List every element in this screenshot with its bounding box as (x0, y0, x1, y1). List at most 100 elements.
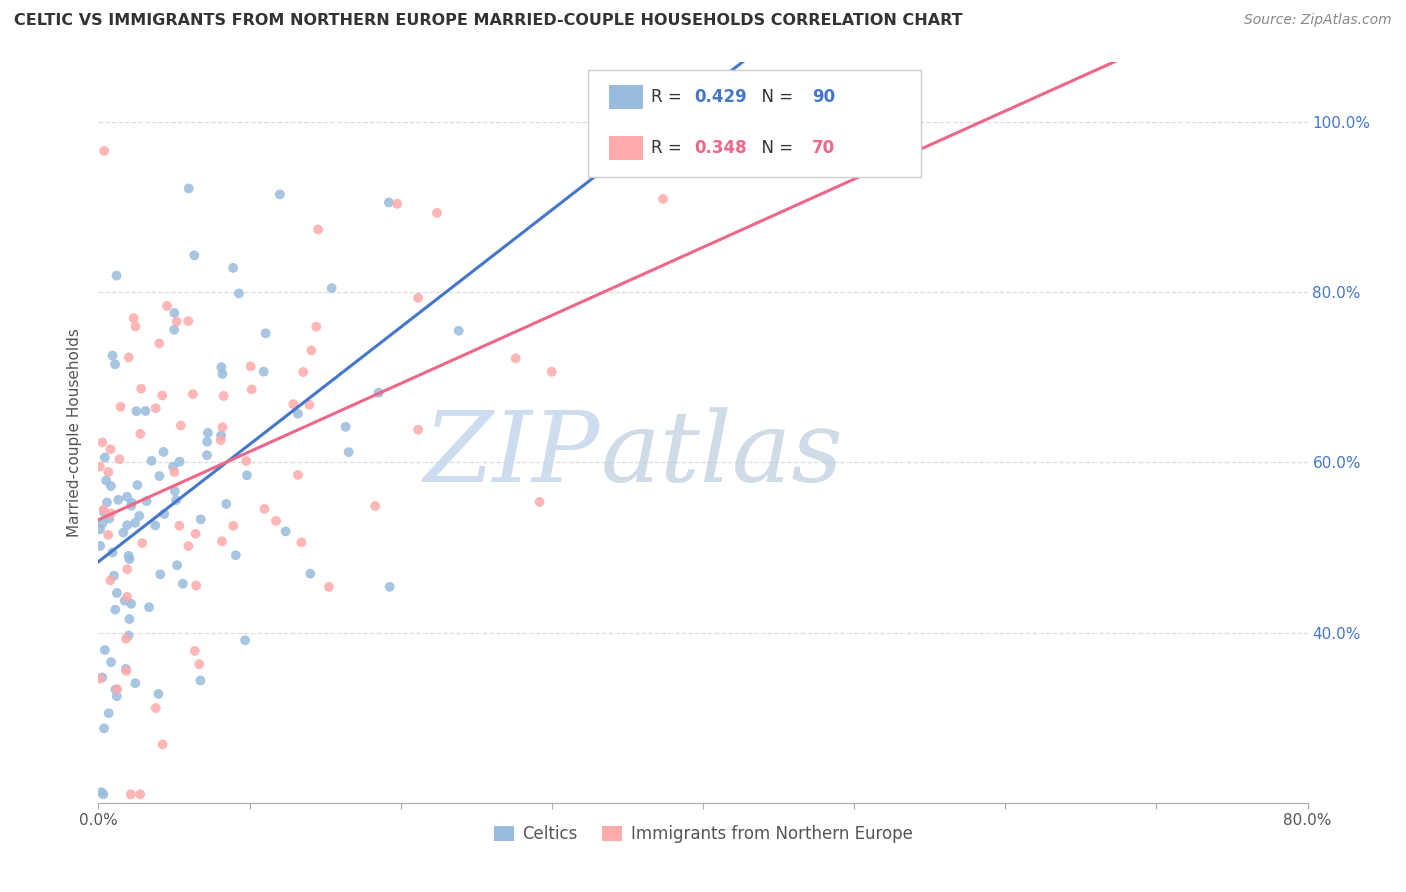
FancyBboxPatch shape (609, 86, 643, 109)
Point (426, 206, 449, 220)
Point (211, 367, 233, 381)
Point (115, 490, 138, 504)
Point (129, 787, 152, 801)
Point (115, 632, 138, 646)
Point (254, 326, 277, 341)
Point (209, 360, 232, 375)
Point (170, 418, 193, 433)
FancyBboxPatch shape (609, 136, 643, 161)
Point (165, 493, 187, 508)
Point (264, 514, 287, 528)
Point (90, 785, 112, 799)
Point (292, 365, 315, 379)
Point (94, 474, 117, 488)
Point (105, 268, 128, 283)
Point (274, 524, 297, 539)
Point (169, 518, 191, 533)
Point (97, 528, 120, 542)
Point (100, 442, 122, 457)
Point (290, 535, 312, 549)
Point (89, 522, 111, 536)
Point (188, 657, 211, 672)
Point (94, 643, 117, 657)
Point (299, 343, 322, 358)
Point (212, 389, 235, 403)
Text: Source: ZipAtlas.com: Source: ZipAtlas.com (1244, 13, 1392, 28)
Point (162, 459, 184, 474)
Point (112, 525, 135, 540)
Point (128, 508, 150, 523)
Point (177, 181, 200, 195)
Point (195, 448, 218, 462)
Point (117, 549, 139, 563)
Point (98, 512, 121, 526)
Point (93, 722, 115, 736)
Point (89, 539, 111, 553)
Text: atlas: atlas (600, 407, 844, 502)
Point (166, 558, 188, 573)
Point (652, 192, 675, 206)
Point (283, 397, 305, 411)
Point (131, 536, 153, 550)
Point (120, 597, 142, 611)
Point (209, 428, 232, 442)
Point (321, 281, 343, 295)
Text: R =: R = (651, 139, 688, 157)
Point (148, 469, 170, 483)
Point (105, 682, 128, 697)
Legend: Celtics, Immigrants from Northern Europe: Celtics, Immigrants from Northern Europe (486, 819, 920, 850)
Point (91, 435, 114, 450)
Point (406, 423, 429, 437)
Point (152, 445, 174, 459)
Point (138, 600, 160, 615)
Point (110, 400, 132, 414)
Point (114, 594, 136, 608)
Point (89, 459, 111, 474)
Point (115, 664, 138, 678)
Point (177, 539, 200, 553)
Point (184, 526, 207, 541)
Point (183, 248, 205, 262)
Point (105, 689, 128, 703)
Point (215, 497, 238, 511)
Point (378, 580, 401, 594)
Text: N =: N = (751, 139, 799, 157)
Y-axis label: Married-couple Households: Married-couple Households (67, 328, 83, 537)
Point (118, 351, 141, 365)
Text: ZIP: ZIP (425, 407, 600, 502)
Point (209, 433, 232, 447)
Point (120, 787, 142, 801)
Point (127, 478, 149, 492)
Point (100, 479, 122, 493)
Point (239, 359, 262, 374)
Point (129, 382, 152, 396)
Point (129, 426, 152, 441)
Point (143, 518, 166, 533)
Point (447, 324, 470, 338)
Point (190, 673, 212, 688)
Text: 70: 70 (811, 139, 835, 157)
Point (96, 495, 118, 509)
Point (120, 499, 142, 513)
Point (124, 676, 146, 690)
Point (101, 349, 124, 363)
Point (145, 701, 167, 715)
Point (101, 545, 124, 559)
Point (104, 357, 127, 371)
Point (163, 484, 186, 499)
Point (364, 499, 387, 513)
Point (105, 586, 128, 600)
Point (166, 314, 188, 328)
Point (150, 388, 173, 402)
Point (117, 562, 139, 576)
Point (299, 566, 322, 581)
Point (163, 306, 186, 320)
Text: R =: R = (651, 88, 688, 106)
Point (145, 401, 167, 416)
Point (186, 578, 208, 592)
Point (378, 195, 401, 210)
Point (240, 383, 263, 397)
Point (115, 590, 138, 604)
Point (121, 496, 143, 510)
Point (335, 419, 357, 434)
